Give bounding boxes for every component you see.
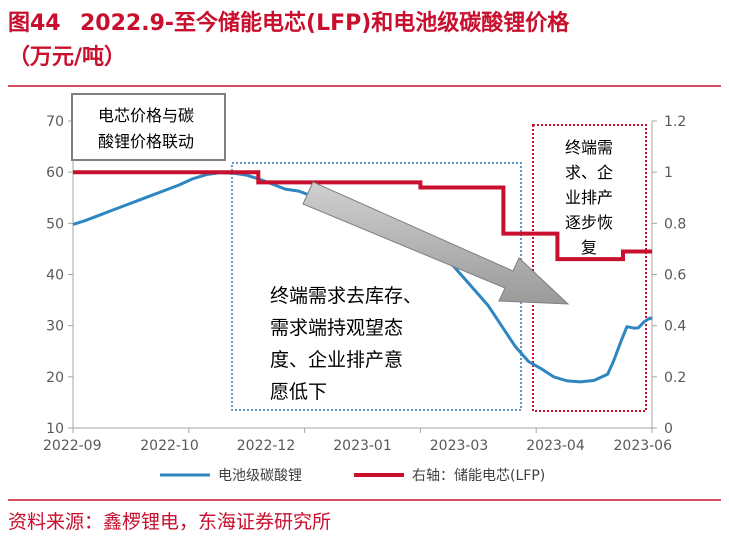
source-text: 资料来源：鑫椤锂电，东海证券研究所 bbox=[8, 511, 331, 533]
x-tick-label: 2023-03 bbox=[430, 438, 489, 454]
legend-cell-label: 右轴：储能电芯(LFP) bbox=[412, 468, 545, 484]
x-tick-label: 2022-09 bbox=[43, 438, 102, 454]
left-tick-label: 30 bbox=[46, 319, 64, 335]
right-tick-label: 0.8 bbox=[664, 216, 686, 232]
legend-lithium-label: 电池级碳酸锂 bbox=[218, 468, 302, 484]
box3-line2: 求、企 bbox=[565, 163, 613, 182]
box3-dotted-frame bbox=[532, 124, 647, 412]
left-axis-ticks: 10 20 30 40 50 60 70 bbox=[46, 114, 73, 437]
right-tick-label: 1.2 bbox=[664, 114, 686, 130]
right-tick-label: 0 bbox=[664, 421, 673, 437]
chart-title: 2022.9-至今储能电芯(LFP)和电池级碳酸锂价格 bbox=[80, 10, 570, 36]
box2-line2: 需求端持观望态 bbox=[270, 317, 403, 339]
figure-label: 图44 bbox=[8, 11, 61, 36]
box3-line5: 复 bbox=[581, 238, 597, 257]
x-axis-ticks: 2022-09 2022-10 2022-12 2023-01 2023-03 2023-… bbox=[43, 428, 672, 454]
right-axis-ticks: 0 0.2 0.4 0.6 0.8 1 1.2 bbox=[652, 114, 686, 437]
left-tick-label: 60 bbox=[46, 165, 64, 181]
box3-line4: 逐步恢 bbox=[565, 213, 613, 232]
x-tick-label: 2023-06 bbox=[614, 438, 673, 454]
box1-line1: 电芯价格与碳 bbox=[98, 106, 194, 125]
left-tick-label: 50 bbox=[46, 216, 64, 232]
x-tick-label: 2023-01 bbox=[333, 438, 392, 454]
trend-down-arrow bbox=[302, 181, 570, 305]
right-tick-label: 0.6 bbox=[664, 268, 686, 284]
x-tick-label: 2023-04 bbox=[526, 438, 585, 454]
left-tick-label: 40 bbox=[46, 268, 64, 284]
chart-title-unit: （万元/吨） bbox=[8, 45, 126, 70]
box3-line1: 终端需 bbox=[565, 138, 613, 157]
right-tick-label: 1 bbox=[664, 165, 673, 181]
lfp-cell-price-line bbox=[73, 170, 652, 262]
left-tick-label: 10 bbox=[46, 421, 64, 437]
left-tick-label: 70 bbox=[46, 114, 64, 130]
box2-line3: 度、企业排产意 bbox=[270, 349, 403, 371]
x-tick-label: 2022-12 bbox=[237, 438, 296, 454]
box1-line2: 酸锂价格联动 bbox=[98, 132, 194, 151]
right-tick-label: 0.4 bbox=[664, 319, 686, 335]
x-tick-label: 2022-10 bbox=[140, 438, 199, 454]
box1-frame bbox=[71, 93, 226, 161]
box3-line3: 业排产 bbox=[565, 188, 613, 207]
right-tick-label: 0.2 bbox=[664, 370, 686, 386]
box2-line4: 愿低下 bbox=[270, 381, 327, 403]
left-tick-label: 20 bbox=[46, 370, 64, 386]
box2-line1: 终端需求去库存、 bbox=[270, 285, 422, 307]
